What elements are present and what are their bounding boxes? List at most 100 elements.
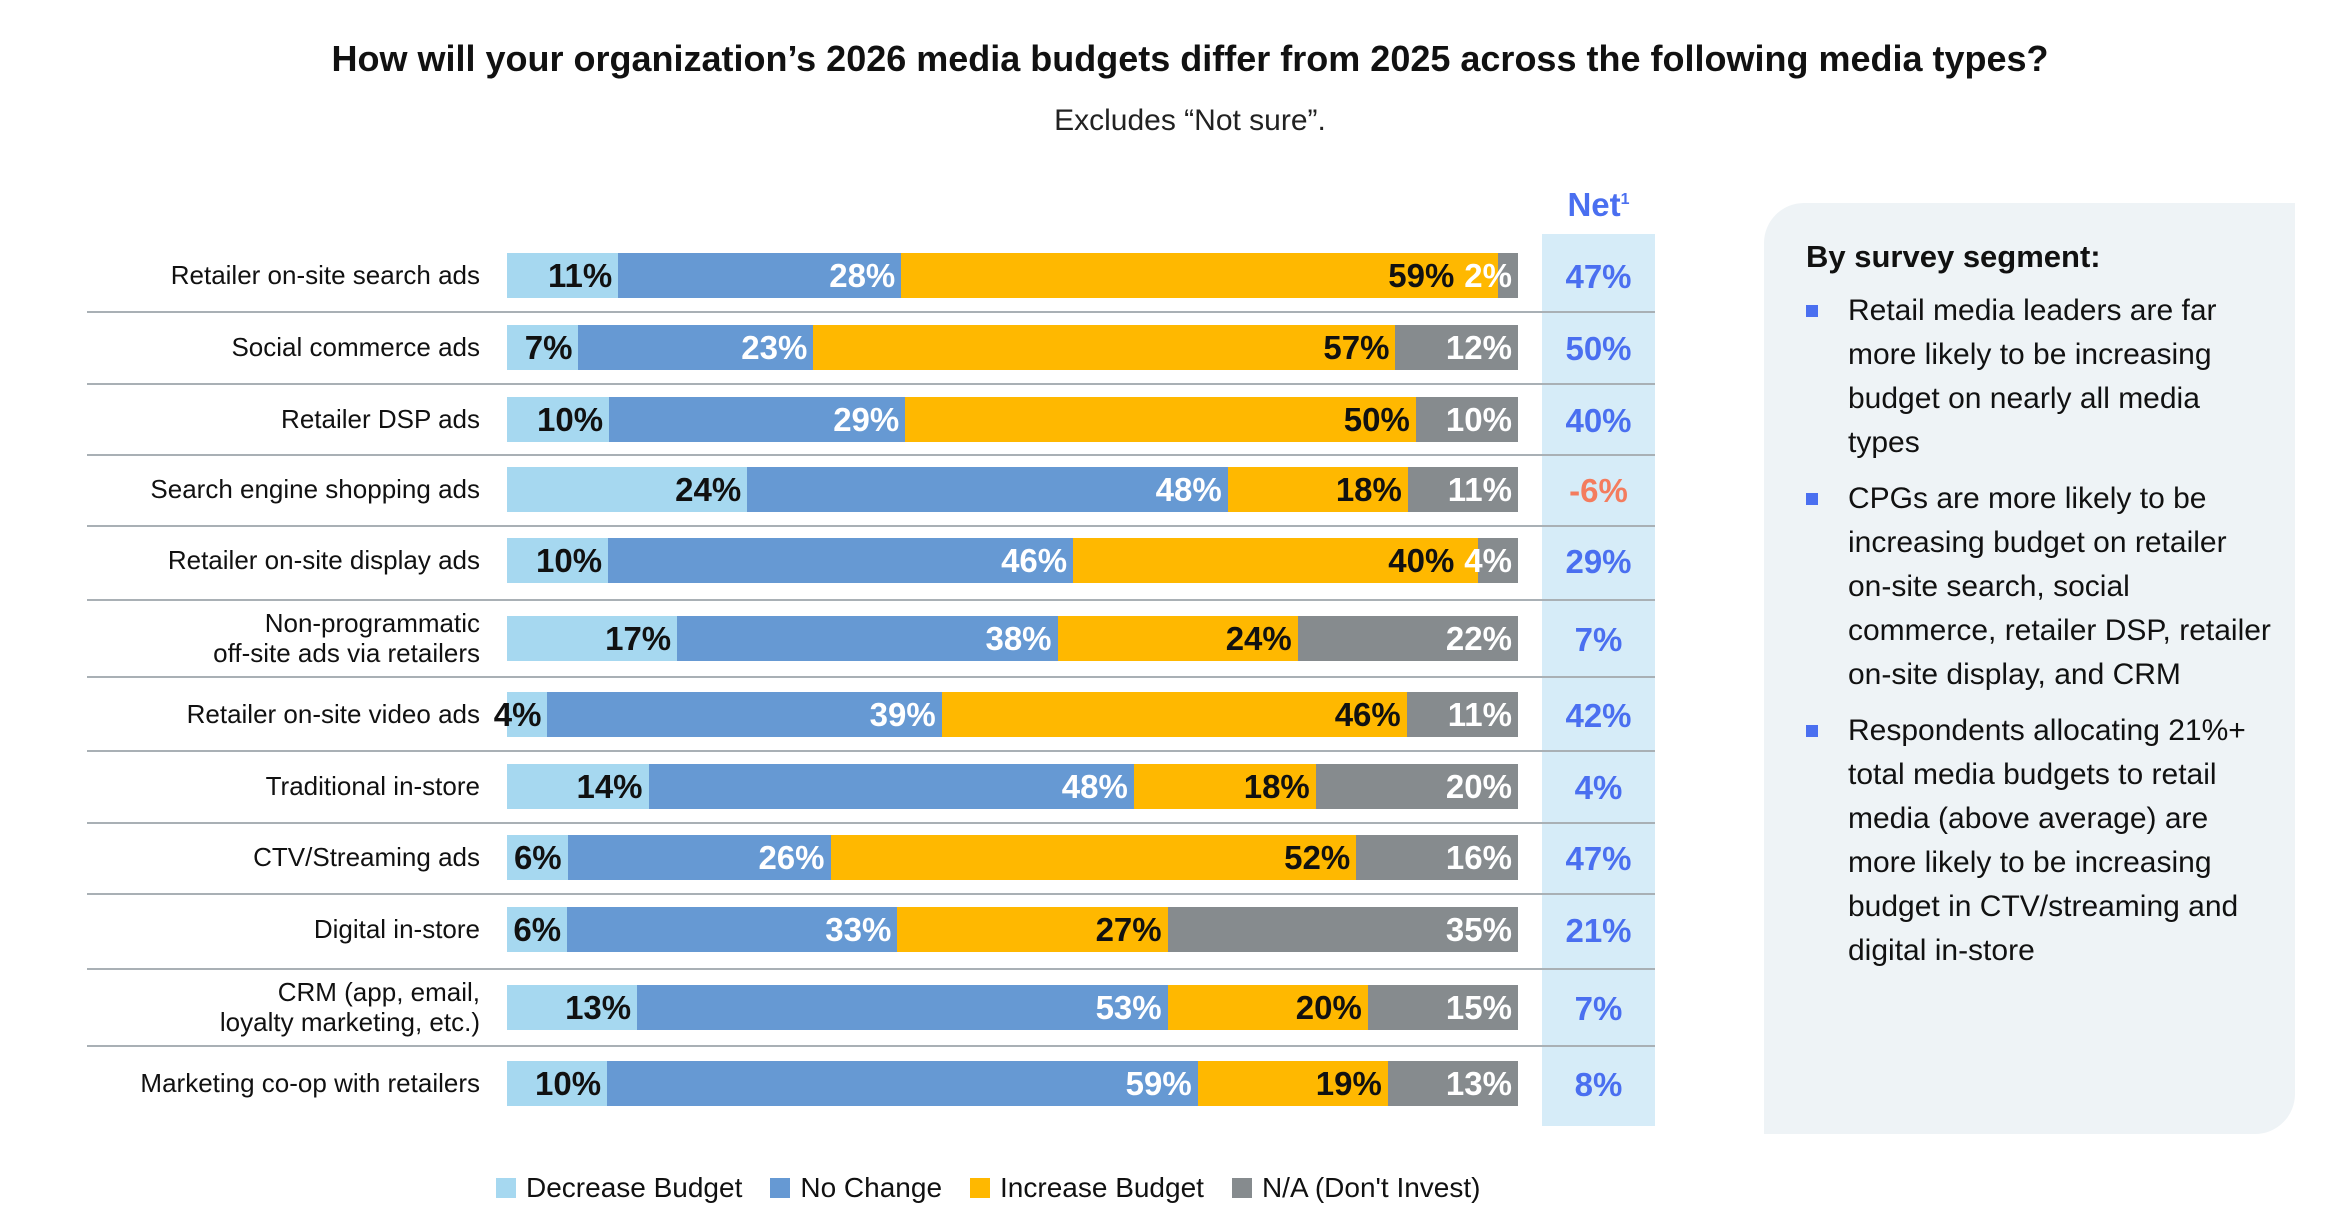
net-value: 42% (1565, 697, 1632, 734)
data-label: 48% (1061, 768, 1128, 805)
net-value: 40% (1565, 402, 1632, 439)
bar-segment: 52% (830, 835, 1357, 880)
row-separator (87, 968, 1655, 970)
data-label: 35% (1445, 911, 1512, 948)
data-label: 18% (1243, 768, 1310, 805)
data-label: 15% (1445, 989, 1512, 1026)
data-label: 53% (1095, 989, 1162, 1026)
bar-segment: 13% (507, 985, 638, 1030)
data-label: 17% (605, 620, 672, 657)
net-value: 21% (1565, 912, 1632, 949)
data-label: 16% (1445, 839, 1512, 876)
category-label: Marketing co-op with retailers (140, 1068, 480, 1098)
bar-segment: 18% (1133, 764, 1316, 809)
data-label: 27% (1095, 911, 1162, 948)
data-label: 2% (1464, 257, 1512, 294)
row-separator (87, 1045, 1655, 1047)
legend-swatch (496, 1178, 516, 1198)
data-label: 11% (547, 257, 613, 294)
legend-swatch (1231, 1178, 1252, 1198)
bar-segment: 10% (507, 1061, 608, 1106)
net-value: 8% (1574, 1066, 1623, 1103)
bar-segment: 13% (1387, 1061, 1518, 1106)
bar-segment: 23% (578, 325, 814, 370)
category-label: CRM (app, email, loyalty marketing, etc.… (219, 977, 480, 1037)
data-label: 12% (1445, 329, 1512, 366)
legend-na: N/A (Don't Invest) (1231, 1172, 1480, 1204)
bullet-text: CPGs are more likely to be increasing bu… (1848, 482, 2271, 691)
bar-segment: 7% (507, 325, 579, 370)
bar-segment: 29% (609, 397, 906, 442)
bar-segment: 39% (547, 692, 942, 737)
bar-segment: 24% (1057, 616, 1298, 661)
row-separator (87, 311, 1655, 313)
bar-segment: 4% (494, 692, 548, 737)
bar-segment: 15% (1367, 985, 1518, 1030)
data-label: 18% (1335, 471, 1402, 508)
bar-segment: 4% (1464, 538, 1518, 583)
bar-segment: 11% (507, 253, 619, 298)
category-label: Search engine shopping ads (150, 474, 480, 504)
bar-segment: 18% (1227, 467, 1408, 512)
data-label: 4% (493, 696, 542, 733)
row-separator (87, 599, 1655, 601)
category-label: Retailer on-site display ads (167, 545, 480, 575)
data-label: 59% (1388, 257, 1455, 294)
category-label: Non-programmatic off-site ads via retail… (213, 608, 480, 668)
data-label: 10% (537, 401, 604, 438)
bullet-square-icon (1806, 305, 1818, 317)
data-label: 46% (1001, 542, 1068, 579)
net-value: 50% (1565, 330, 1632, 367)
data-label: 6% (513, 839, 562, 876)
net-value: -6% (1569, 472, 1628, 509)
category-label: Traditional in-store (265, 771, 480, 801)
legend-increase: Increase Budget (970, 1172, 1204, 1204)
row-separator (87, 383, 1655, 385)
bar-segment: 22% (1297, 616, 1518, 661)
bar-segment: 16% (1356, 835, 1518, 880)
panel-bullets: Retail media leaders are far more likely… (1806, 289, 2275, 973)
category-label: Retailer on-site search ads (170, 260, 480, 290)
panel-bullet: CPGs are more likely to be increasing bu… (1806, 477, 2275, 697)
legend-swatch (970, 1178, 991, 1198)
net-header-text: Net (1567, 186, 1621, 223)
bar-segment: 14% (507, 764, 649, 809)
category-label: Retailer on-site video ads (186, 699, 480, 729)
bar-segment: 28% (618, 253, 902, 298)
category-label: Digital in-store (313, 914, 480, 944)
row-separator (87, 822, 1655, 824)
data-label: 22% (1445, 620, 1512, 657)
data-label: 20% (1445, 768, 1512, 805)
legend-no-change: No Change (770, 1172, 942, 1204)
chart-title: How will your organization’s 2026 media … (331, 38, 2049, 79)
data-label: 13% (565, 989, 632, 1026)
row-separator (87, 454, 1655, 456)
bar-segment: 59% (901, 253, 1498, 298)
data-label: 14% (576, 768, 643, 805)
bar-segment: 12% (1395, 325, 1518, 370)
data-label: 10% (536, 542, 603, 579)
data-label: 33% (825, 911, 892, 948)
bullet-text: Respondents allocating 21%+ total media … (1848, 714, 2246, 967)
bar-segment: 38% (677, 616, 1058, 661)
bar-segment: 50% (905, 397, 1416, 442)
bar-segment: 35% (1167, 907, 1518, 952)
data-label: 28% (829, 257, 896, 294)
data-label: 24% (1225, 620, 1292, 657)
bar-segment: 24% (507, 467, 748, 512)
row-separator (87, 676, 1655, 678)
panel-title: By survey segment: (1806, 239, 2101, 274)
bar-segment: 20% (1315, 764, 1518, 809)
data-label: 7% (524, 329, 573, 366)
data-label: 6% (513, 911, 562, 948)
panel-bullet: Retail media leaders are far more likely… (1806, 289, 2275, 465)
net-value: 47% (1565, 258, 1632, 295)
net-column (1542, 234, 1655, 1126)
bar-segment: 10% (507, 538, 609, 583)
data-label: 52% (1284, 839, 1351, 876)
net-value: 47% (1565, 840, 1632, 877)
data-label: 24% (675, 471, 742, 508)
bar-segment: 2% (1464, 253, 1518, 298)
data-label: 20% (1295, 989, 1362, 1026)
